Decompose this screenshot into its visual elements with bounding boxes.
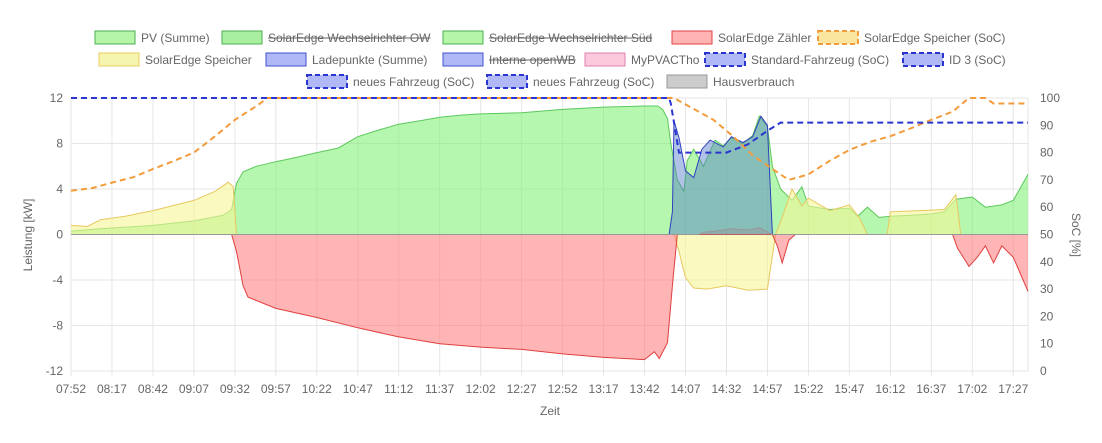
legend-label: SolarEdge Speicher bbox=[145, 53, 252, 67]
legend-label: Hausverbrauch bbox=[713, 75, 794, 89]
y-right-tick-label: 40 bbox=[1040, 255, 1054, 269]
x-tick-label: 09:07 bbox=[179, 382, 209, 396]
series-solaredge-speicher-line bbox=[70, 181, 1028, 291]
series-standard-fahrzeug-soc-line bbox=[71, 97, 1028, 154]
legend-label: SolarEdge Zähler bbox=[718, 31, 811, 45]
series-solaredge-speicher-soc-line bbox=[70, 97, 1028, 192]
x-axis-title: Zeit bbox=[540, 404, 561, 418]
legend-swatch bbox=[94, 30, 136, 45]
legend-item[interactable]: MyPVACTho bbox=[584, 52, 700, 67]
legend-label: neues Fahrzeug (SoC) bbox=[533, 75, 654, 89]
y-axis-right-title: SoC [%] bbox=[1069, 213, 1083, 257]
x-tick-label: 12:52 bbox=[548, 382, 578, 396]
legend-item[interactable]: SolarEdge Wechselrichter Süd bbox=[442, 30, 652, 45]
y-left-tick-label: 8 bbox=[56, 137, 63, 151]
legend-swatch bbox=[221, 30, 263, 45]
x-tick-label: 08:17 bbox=[97, 382, 127, 396]
legend-swatch bbox=[265, 52, 307, 67]
legend-item[interactable]: SolarEdge Speicher bbox=[98, 52, 252, 67]
legend-swatch bbox=[442, 30, 484, 45]
legend-item[interactable]: ID 3 (SoC) bbox=[902, 52, 1006, 67]
legend-item[interactable]: SolarEdge Wechselrichter OW bbox=[221, 30, 431, 45]
x-tick-label: 14:32 bbox=[711, 382, 741, 396]
y-axis-left-title: Leistung [kW] bbox=[21, 199, 35, 272]
legend-item[interactable]: neues Fahrzeug (SoC) bbox=[306, 74, 474, 89]
y-left-tick-label: 12 bbox=[50, 91, 64, 105]
y-left-tick-label: 4 bbox=[56, 182, 63, 196]
legend-swatch bbox=[584, 52, 626, 67]
x-tick-label: 12:02 bbox=[466, 382, 496, 396]
chart-legend: PV (Summe) SolarEdge Wechselrichter OW Sol… bbox=[94, 30, 1006, 89]
x-tick-label: 13:42 bbox=[630, 382, 660, 396]
legend-item[interactable]: Interne openWB bbox=[442, 52, 576, 67]
legend-item[interactable]: Ladepunkte (Summe) bbox=[265, 52, 427, 67]
legend-swatch bbox=[98, 52, 140, 67]
legend-item[interactable]: neues Fahrzeug (SoC) bbox=[486, 74, 654, 89]
y-right-tick-label: 100 bbox=[1040, 91, 1060, 105]
x-tick-label: 07:52 bbox=[56, 382, 86, 396]
x-tick-label: 11:12 bbox=[384, 382, 413, 396]
y-right-tick-label: 0 bbox=[1040, 364, 1047, 378]
y-right-tick-label: 80 bbox=[1040, 146, 1054, 160]
series-solaredge-speicher-area bbox=[71, 182, 1028, 291]
y-left-tick-label: -12 bbox=[46, 364, 64, 378]
series-ladepunkte-summe-line bbox=[71, 115, 1028, 235]
y-right-tick-label: 30 bbox=[1040, 282, 1054, 296]
y-right-tick-label: 70 bbox=[1040, 173, 1054, 187]
legend-label: PV (Summe) bbox=[141, 31, 210, 45]
series-pv-summe-line bbox=[70, 105, 1029, 232]
y-right-tick-label: 60 bbox=[1040, 200, 1054, 214]
legend-swatch bbox=[306, 74, 348, 89]
x-tick-label: 11:37 bbox=[425, 382, 454, 396]
legend-item[interactable]: SolarEdge Zähler bbox=[671, 30, 811, 45]
series-solaredge-z-hler-area bbox=[71, 234, 1028, 360]
y-right-tick-label: 90 bbox=[1040, 118, 1054, 132]
legend-item[interactable]: Hausverbrauch bbox=[666, 74, 794, 89]
series-hausverbrauch-line bbox=[71, 227, 1028, 235]
y-left-tick-label: 0 bbox=[56, 228, 63, 242]
x-tick-label: 10:22 bbox=[302, 382, 332, 396]
legend-label: Ladepunkte (Summe) bbox=[312, 53, 427, 67]
legend-swatch bbox=[902, 52, 944, 67]
x-tick-label: 14:57 bbox=[752, 382, 782, 396]
x-tick-label: 17:02 bbox=[957, 382, 987, 396]
legend-label: SolarEdge Speicher (SoC) bbox=[864, 31, 1005, 45]
x-tick-label: 15:22 bbox=[793, 382, 823, 396]
x-tick-label: 08:42 bbox=[138, 382, 168, 396]
y-right-tick-label: 50 bbox=[1040, 228, 1054, 242]
legend-label: Standard-Fahrzeug (SoC) bbox=[751, 53, 889, 67]
x-tick-label: 09:32 bbox=[220, 382, 250, 396]
legend-item[interactable]: PV (Summe) bbox=[94, 30, 210, 45]
legend-swatch bbox=[671, 30, 713, 45]
x-tick-label: 14:07 bbox=[670, 382, 700, 396]
y-left-tick-label: -4 bbox=[52, 273, 63, 287]
y-right-tick-label: 10 bbox=[1040, 337, 1054, 351]
x-tick-label: 09:57 bbox=[261, 382, 291, 396]
x-tick-label: 12:27 bbox=[507, 382, 537, 396]
x-tick-label: 16:37 bbox=[916, 382, 946, 396]
legend-swatch bbox=[704, 52, 746, 67]
x-tick-label: 13:17 bbox=[589, 382, 619, 396]
x-tick-label: 16:12 bbox=[875, 382, 905, 396]
legend-item[interactable]: Standard-Fahrzeug (SoC) bbox=[704, 52, 889, 67]
x-tick-label: 15:47 bbox=[834, 382, 864, 396]
y-right-tick-label: 20 bbox=[1040, 309, 1054, 323]
x-tick-label: 10:47 bbox=[343, 382, 373, 396]
series-solaredge-z-hler-line bbox=[71, 234, 1029, 361]
legend-swatch bbox=[666, 74, 708, 89]
legend-label: MyPVACTho bbox=[631, 53, 700, 67]
y-left-tick-label: -8 bbox=[52, 319, 63, 333]
legend-swatch bbox=[442, 52, 484, 67]
legend-swatch bbox=[486, 74, 528, 89]
legend-item[interactable]: SolarEdge Speicher (SoC) bbox=[817, 30, 1005, 45]
legend-label: ID 3 (SoC) bbox=[949, 53, 1006, 67]
legend-label: neues Fahrzeug (SoC) bbox=[353, 75, 474, 89]
legend-swatch bbox=[817, 30, 859, 45]
chart-series bbox=[70, 97, 1029, 361]
x-tick-label: 17:27 bbox=[998, 382, 1028, 396]
